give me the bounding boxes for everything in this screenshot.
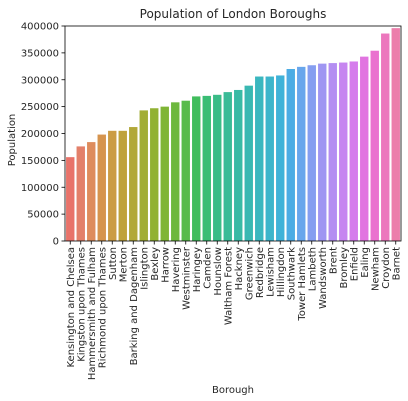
x-tick-label: Hammersmith and Fulham	[87, 247, 98, 380]
x-tick-label: Brent	[328, 247, 339, 274]
bar-wandsworth	[318, 64, 326, 241]
bar-richmond-upon-thames	[98, 135, 106, 241]
x-tick-label: Hillingdon	[276, 247, 287, 297]
y-tick-label: 300000	[21, 75, 59, 86]
x-tick-label: Kingston upon Thames	[76, 247, 87, 362]
x-tick-label: Bexley	[150, 247, 161, 281]
x-tick-label: Barnet	[391, 247, 402, 280]
bar-tower-hamlets	[297, 67, 305, 241]
x-tick-label: Havering	[171, 247, 182, 292]
x-tick-label: Kensington and Chelsea	[66, 247, 77, 368]
bar-barking-and-dagenham	[129, 127, 137, 241]
bar-brent	[329, 63, 337, 241]
bar-sutton	[108, 131, 116, 241]
x-tick-label: Camden	[202, 247, 213, 289]
bar-barnet	[392, 28, 400, 241]
bar-bromley	[339, 63, 347, 241]
y-tick-label: 50000	[27, 210, 59, 221]
x-axis: Kensington and Chelsea Kingston upon Tham…	[66, 241, 403, 380]
x-tick-label: Westminster	[181, 246, 192, 310]
bar-lambeth	[308, 65, 316, 241]
bar-hillingdon	[276, 75, 284, 241]
bar-redbridge	[255, 77, 263, 241]
x-tick-label: Greenwich	[244, 247, 255, 300]
x-tick-label: Tower Hamlets	[297, 247, 308, 322]
bar-newham	[371, 51, 379, 241]
bar-havering	[171, 102, 179, 241]
x-tick-label: Bromley	[339, 247, 350, 289]
bar-harrow	[161, 107, 169, 241]
x-tick-label: Hackney	[234, 247, 245, 290]
x-tick-label: Waltham Forest	[223, 247, 234, 325]
bar-camden	[203, 96, 211, 241]
bar-kingston-upon-thames	[77, 146, 85, 241]
y-tick-label: 400000	[21, 22, 59, 33]
x-tick-label: Southwark	[286, 247, 297, 300]
x-tick-label: Hounslow	[213, 247, 224, 296]
y-axis-title: Population	[7, 114, 18, 167]
bar-westminster	[182, 101, 190, 241]
bar-lewisham	[266, 77, 274, 241]
bar-merton	[119, 131, 127, 241]
x-tick-label: Wandsworth	[318, 247, 329, 309]
x-tick-label: Lewisham	[265, 247, 276, 297]
bar-kensington-and-chelsea	[66, 157, 74, 241]
x-tick-label: Newham	[370, 247, 381, 291]
bar-ealing	[360, 57, 368, 241]
x-tick-label: Barking and Dagenham	[129, 247, 140, 365]
bar-hammersmith-and-fulham	[87, 142, 95, 241]
x-tick-label: Sutton	[108, 247, 119, 280]
x-tick-label: Merton	[118, 247, 129, 282]
x-tick-label: Croydon	[381, 247, 392, 289]
x-tick-label: Enfield	[349, 247, 360, 281]
y-tick-label: 0	[53, 237, 59, 248]
x-tick-label: Lambeth	[307, 247, 318, 291]
y-tick-label: 350000	[21, 48, 59, 59]
y-axis: 0 50000 100000 150000 200000 250000 300000 3500…	[21, 22, 65, 248]
x-tick-label: Harrow	[160, 247, 171, 283]
bar-hounslow	[213, 95, 221, 241]
bars-group	[66, 28, 400, 241]
y-tick-label: 250000	[21, 102, 59, 113]
bar-greenwich	[245, 86, 253, 241]
x-tick-label: Haringey	[192, 247, 203, 292]
x-tick-label: Richmond upon Thames	[97, 247, 108, 368]
y-tick-label: 200000	[21, 129, 59, 140]
x-tick-label: Redbridge	[255, 247, 266, 298]
bar-hackney	[234, 90, 242, 241]
bar-southwark	[287, 69, 295, 241]
x-axis-title: Borough	[212, 385, 254, 396]
bar-waltham-forest	[224, 92, 232, 241]
bar-enfield	[350, 61, 358, 241]
chart-title: Population of London Boroughs	[140, 7, 327, 21]
y-tick-label: 100000	[21, 183, 59, 194]
bar-islington	[140, 110, 148, 241]
x-tick-label: Ealing	[360, 247, 371, 278]
bar-haringey	[192, 96, 200, 241]
bar-bexley	[150, 108, 158, 241]
bar-croydon	[381, 34, 389, 241]
y-tick-label: 150000	[21, 156, 59, 167]
x-tick-label: Islington	[139, 247, 150, 290]
